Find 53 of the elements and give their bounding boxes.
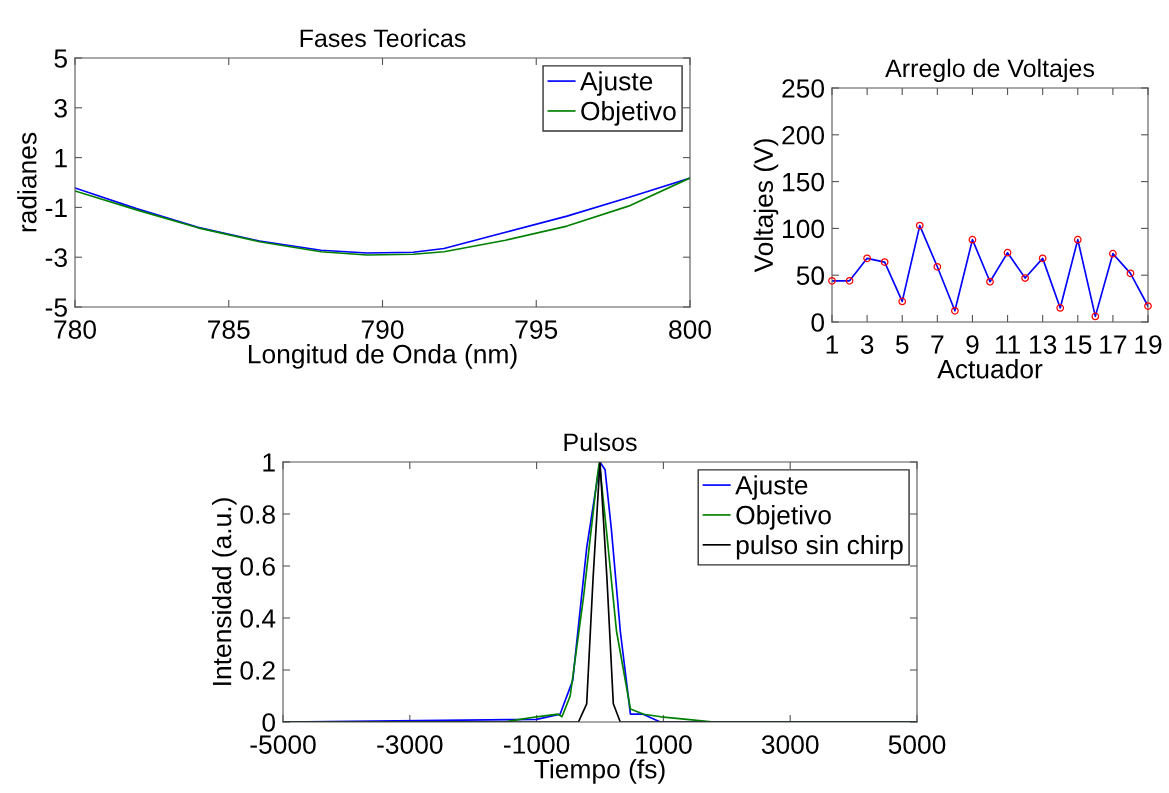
x-tick-label: 1 (826, 335, 839, 354)
y-tick-label: 200 (782, 125, 825, 145)
y-tick-label: -5 (45, 298, 67, 317)
y-tick-label: 0.4 (240, 609, 276, 628)
x-tick-label: 5 (895, 335, 909, 354)
legend-label: Objetivo (736, 505, 831, 530)
y-tick-label: 0.8 (240, 505, 275, 524)
chart-title: Pulsos (564, 432, 637, 452)
x-tick-label: 7 (931, 335, 944, 354)
x-axis-title: Actuador (937, 359, 1043, 379)
y-tick-label: 250 (782, 79, 825, 98)
y-tick-label: 150 (783, 172, 825, 192)
y-tick-label: 5 (54, 49, 67, 68)
y-tick-label: 100 (783, 219, 825, 239)
y-axis-title: Voltajes (V) (753, 139, 779, 273)
y-tick-label: 3 (54, 98, 67, 118)
y-tick-label: 50 (796, 266, 825, 286)
x-tick-label: -5000 (250, 735, 316, 754)
x-tick-label: 780 (54, 320, 96, 339)
legend-label: Objetivo (581, 101, 676, 126)
x-tick-label: -1000 (504, 735, 570, 754)
y-axis-title: radianes (17, 132, 37, 232)
x-tick-label: 5000 (888, 735, 946, 754)
y-axis-title: Intensidad (a.u.) (212, 498, 237, 685)
x-tick-label: 800 (669, 320, 711, 339)
x-tick-label: 19 (1135, 335, 1162, 354)
legend-label: Ajuste (735, 475, 808, 500)
chart-title: Arreglo de Voltajes (885, 58, 1095, 83)
chart-title: Fases Teoricas (300, 28, 466, 48)
x-tick-label: 3000 (761, 735, 819, 754)
y-tick-label: 0.6 (240, 557, 275, 576)
x-axis-title: Longitud de Onda (nm) (248, 344, 517, 369)
x-tick-label: -3000 (377, 735, 443, 754)
y-tick-label: 0.2 (240, 661, 275, 680)
x-tick-label: 17 (1100, 335, 1127, 354)
x-axis-title: Tiempo (fs) (534, 759, 665, 784)
x-tick-label: 13 (1030, 335, 1057, 354)
x-tick-label: 785 (208, 320, 250, 339)
y-tick-label: 1 (263, 453, 275, 472)
x-tick-label: 795 (515, 320, 558, 339)
y-tick-label: 0 (811, 313, 825, 332)
legend-label: Ajuste (580, 71, 653, 96)
y-tick-label: -1 (45, 198, 67, 217)
x-tick-label: 790 (361, 320, 404, 339)
y-tick-label: -3 (45, 248, 67, 268)
legend-label: pulso sin chirp (736, 534, 903, 560)
y-tick-label: 0 (262, 713, 276, 732)
x-tick-label: 1000 (636, 735, 692, 754)
x-tick-label: 15 (1065, 335, 1092, 354)
y-tick-label: 1 (55, 149, 67, 168)
x-tick-label: 11 (995, 335, 1020, 354)
x-tick-label: 3 (860, 335, 874, 354)
x-tick-label: 9 (966, 335, 979, 354)
